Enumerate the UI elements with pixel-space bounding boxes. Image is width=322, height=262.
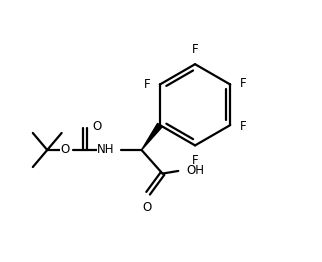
Text: F: F (144, 78, 151, 91)
Text: O: O (92, 120, 102, 133)
Text: F: F (192, 154, 198, 167)
Text: OH: OH (187, 165, 204, 177)
Text: F: F (239, 120, 246, 133)
Text: F: F (239, 77, 246, 90)
Text: O: O (60, 144, 70, 156)
Text: O: O (142, 201, 151, 214)
Text: NH: NH (97, 144, 114, 156)
Text: F: F (192, 43, 198, 56)
Polygon shape (142, 123, 162, 150)
